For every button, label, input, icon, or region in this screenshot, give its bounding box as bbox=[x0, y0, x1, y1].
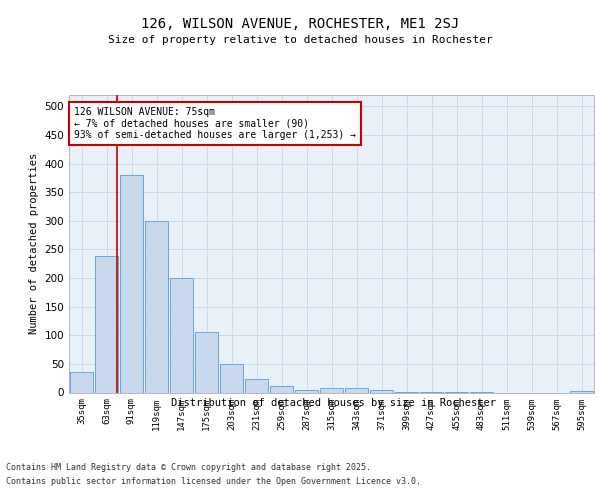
Bar bbox=[220, 364, 243, 392]
Bar bbox=[120, 175, 143, 392]
Bar bbox=[320, 388, 343, 392]
Text: Contains public sector information licensed under the Open Government Licence v3: Contains public sector information licen… bbox=[6, 478, 421, 486]
Text: Size of property relative to detached houses in Rochester: Size of property relative to detached ho… bbox=[107, 35, 493, 45]
Bar bbox=[370, 390, 393, 392]
Bar bbox=[345, 388, 368, 392]
Bar bbox=[70, 372, 93, 392]
Text: 126, WILSON AVENUE, ROCHESTER, ME1 2SJ: 126, WILSON AVENUE, ROCHESTER, ME1 2SJ bbox=[141, 18, 459, 32]
Text: Distribution of detached houses by size in Rochester: Distribution of detached houses by size … bbox=[170, 398, 496, 407]
Bar bbox=[170, 278, 193, 392]
Text: 126 WILSON AVENUE: 75sqm
← 7% of detached houses are smaller (90)
93% of semi-de: 126 WILSON AVENUE: 75sqm ← 7% of detache… bbox=[74, 107, 356, 140]
Bar bbox=[245, 380, 268, 392]
Text: Contains HM Land Registry data © Crown copyright and database right 2025.: Contains HM Land Registry data © Crown c… bbox=[6, 462, 371, 471]
Bar bbox=[195, 332, 218, 392]
Bar bbox=[270, 386, 293, 392]
Bar bbox=[145, 221, 168, 392]
Bar bbox=[295, 390, 318, 392]
Bar bbox=[95, 256, 118, 392]
Y-axis label: Number of detached properties: Number of detached properties bbox=[29, 153, 39, 334]
